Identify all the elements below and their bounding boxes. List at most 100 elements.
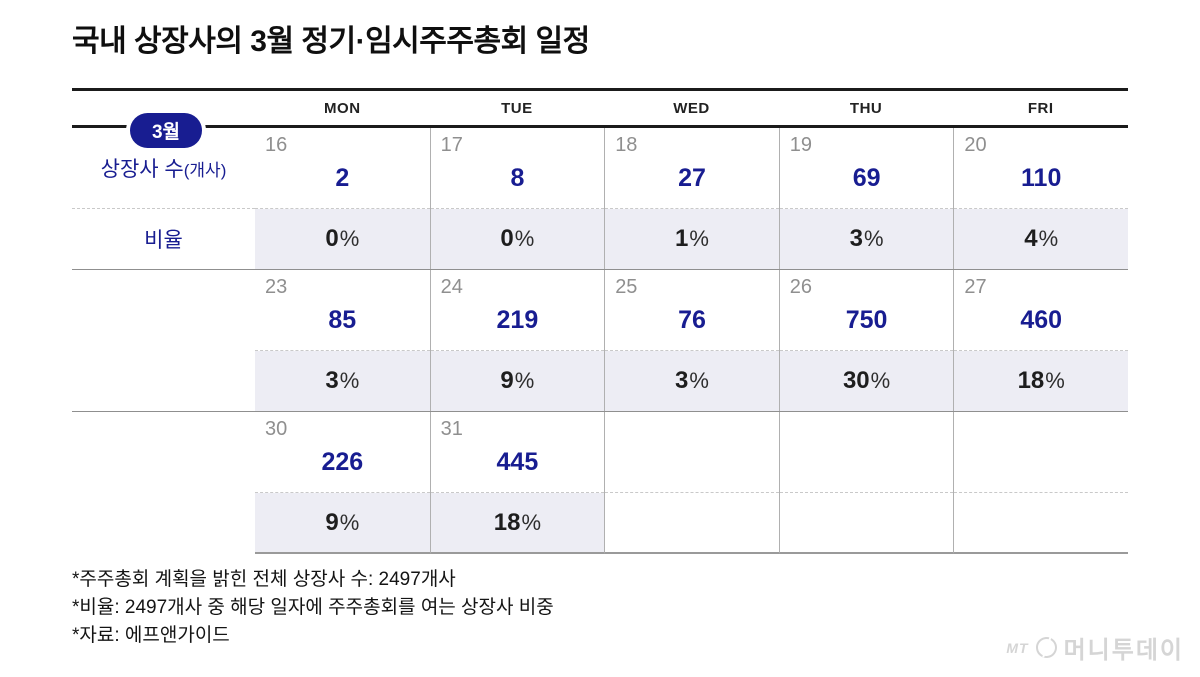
count-cell: 16 2 — [255, 128, 430, 209]
date-number: 31 — [440, 418, 463, 440]
date-number: 26 — [789, 276, 813, 298]
percent-sign: % — [689, 368, 709, 393]
ratio-cell: 0% — [430, 209, 605, 269]
count-cell: 30 226 — [255, 412, 430, 493]
percent-sign: % — [521, 509, 542, 535]
ratio-value: 0 — [500, 225, 514, 252]
day-cell-17: 17 8 0% — [429, 128, 605, 269]
ratio-cell: 4% — [954, 209, 1128, 269]
mt-logo-text: MT — [1006, 639, 1029, 656]
row-label-company-count-unit: (개사) — [183, 160, 227, 180]
percent-sign: % — [514, 368, 535, 393]
calendar-header-row: MON TUE WED THU FRI 3월 — [72, 88, 1128, 148]
date-number: 18 — [615, 134, 638, 156]
ratio-cell-empty — [780, 493, 954, 552]
footnote-ratio-definition: *비율: 2497개사 중 해당 일자에 주주총회를 여는 상장사 비중 — [72, 597, 554, 618]
ratio-cell: 3% — [255, 351, 430, 411]
ratio-cell: 3% — [605, 351, 779, 411]
ratio-cell: 18% — [954, 351, 1128, 411]
day-header-tue: TUE — [501, 99, 533, 117]
row-labels-empty — [72, 412, 255, 554]
count-cell: 20 110 — [954, 128, 1128, 209]
day-cell-24: 24 219 9% — [429, 270, 605, 411]
company-count: 27 — [678, 164, 706, 192]
day-cell-26: 26 750 30% — [778, 270, 954, 411]
day-cell-18: 18 27 1% — [604, 128, 779, 269]
count-cell: 24 219 — [430, 270, 605, 351]
date-number: 20 — [964, 134, 987, 156]
date-number: 17 — [440, 134, 463, 156]
ratio-value: 9 — [325, 508, 339, 536]
footnotes: *주주총회 계획을 밝힌 전체 상장사 수: 2497개사 *비율: 2497개… — [72, 566, 554, 650]
calendar-week-3: 30 226 9% 31 445 18% — [72, 412, 1128, 554]
date-number: 19 — [789, 134, 813, 156]
percent-sign: % — [339, 368, 360, 393]
ratio-cell: 3% — [779, 209, 954, 269]
day-cell-30: 30 226 9% — [255, 412, 430, 554]
ratio-value: 3 — [675, 367, 689, 394]
percent-sign: % — [514, 226, 535, 251]
day-header-mon: MON — [324, 99, 361, 117]
footnote-total-companies: *주주총회 계획을 밝힌 전체 상장사 수: 2497개사 — [72, 569, 456, 590]
mt-logo-circle-icon — [1034, 635, 1058, 660]
count-cell: 23 85 — [255, 270, 430, 351]
row-labels: 상장사 수 (개사) 비율 — [72, 128, 255, 269]
ratio-value: 30 — [842, 367, 870, 394]
ratio-value: 3 — [849, 225, 863, 252]
percent-sign: % — [863, 226, 884, 251]
company-count: 460 — [1020, 306, 1063, 334]
row-labels-empty — [72, 270, 255, 411]
march-calendar-table: MON TUE WED THU FRI 3월 상장사 수 (개사) 비율 16 2… — [72, 88, 1128, 554]
day-cell-25: 25 76 3% — [604, 270, 779, 411]
date-number: 27 — [964, 276, 987, 298]
percent-sign: % — [339, 509, 360, 535]
day-header-fri: FRI — [1027, 99, 1054, 117]
date-number: 16 — [265, 134, 288, 156]
company-count: 85 — [328, 306, 357, 334]
day-header-thu: THU — [849, 99, 883, 117]
count-cell-empty — [779, 412, 954, 493]
ratio-cell-empty — [954, 493, 1128, 552]
ratio-cell: 9% — [430, 351, 605, 411]
day-header-wed: WED — [673, 99, 710, 117]
count-cell-empty — [954, 412, 1128, 493]
moneytoday-logo-text: 머니투데이 — [1063, 637, 1184, 664]
moneytoday-logo: MT 머니투데이 — [1006, 630, 1184, 665]
percent-sign: % — [689, 226, 709, 251]
ratio-cell-empty — [605, 493, 779, 552]
day-cell-empty-fri — [953, 412, 1128, 554]
month-badge: 3월 — [130, 113, 202, 148]
company-count: 76 — [678, 306, 706, 334]
page-title: 국내 상장사의 3월 정기·임시주주총회 일정 — [72, 25, 590, 58]
company-count: 750 — [845, 306, 888, 334]
ratio-value: 4 — [1024, 225, 1038, 252]
ratio-value: 9 — [500, 367, 514, 394]
date-number: 23 — [265, 276, 288, 298]
calendar-week-1: 상장사 수 (개사) 비율 16 2 0% 17 8 0% 18 — [72, 128, 1128, 270]
percent-sign: % — [1045, 368, 1065, 393]
day-cell-27: 27 460 18% — [953, 270, 1128, 411]
company-count: 445 — [496, 448, 539, 476]
day-cell-16: 16 2 0% — [255, 128, 430, 269]
company-count: 8 — [510, 164, 525, 192]
day-cell-19: 19 69 3% — [778, 128, 954, 269]
ratio-value: 1 — [675, 225, 689, 252]
percent-sign: % — [870, 368, 891, 393]
day-cell-empty-thu — [778, 412, 954, 554]
company-count: 2 — [335, 164, 350, 192]
row-label-ratio: 비율 — [144, 229, 183, 252]
count-cell: 19 69 — [779, 128, 954, 209]
percent-sign: % — [1038, 226, 1059, 251]
row-label-company-count: 상장사 수 (개사) — [72, 128, 255, 209]
count-cell-empty — [605, 412, 779, 493]
count-cell: 17 8 — [430, 128, 605, 209]
ratio-cell: 18% — [430, 493, 605, 552]
ratio-value: 3 — [325, 367, 339, 394]
count-cell: 27 460 — [954, 270, 1128, 351]
day-cell-23: 23 85 3% — [255, 270, 430, 411]
ratio-cell: 1% — [605, 209, 779, 269]
day-cell-20: 20 110 4% — [953, 128, 1128, 269]
company-count: 226 — [321, 448, 364, 476]
day-cell-empty-wed — [604, 412, 779, 554]
company-count: 69 — [852, 164, 881, 192]
